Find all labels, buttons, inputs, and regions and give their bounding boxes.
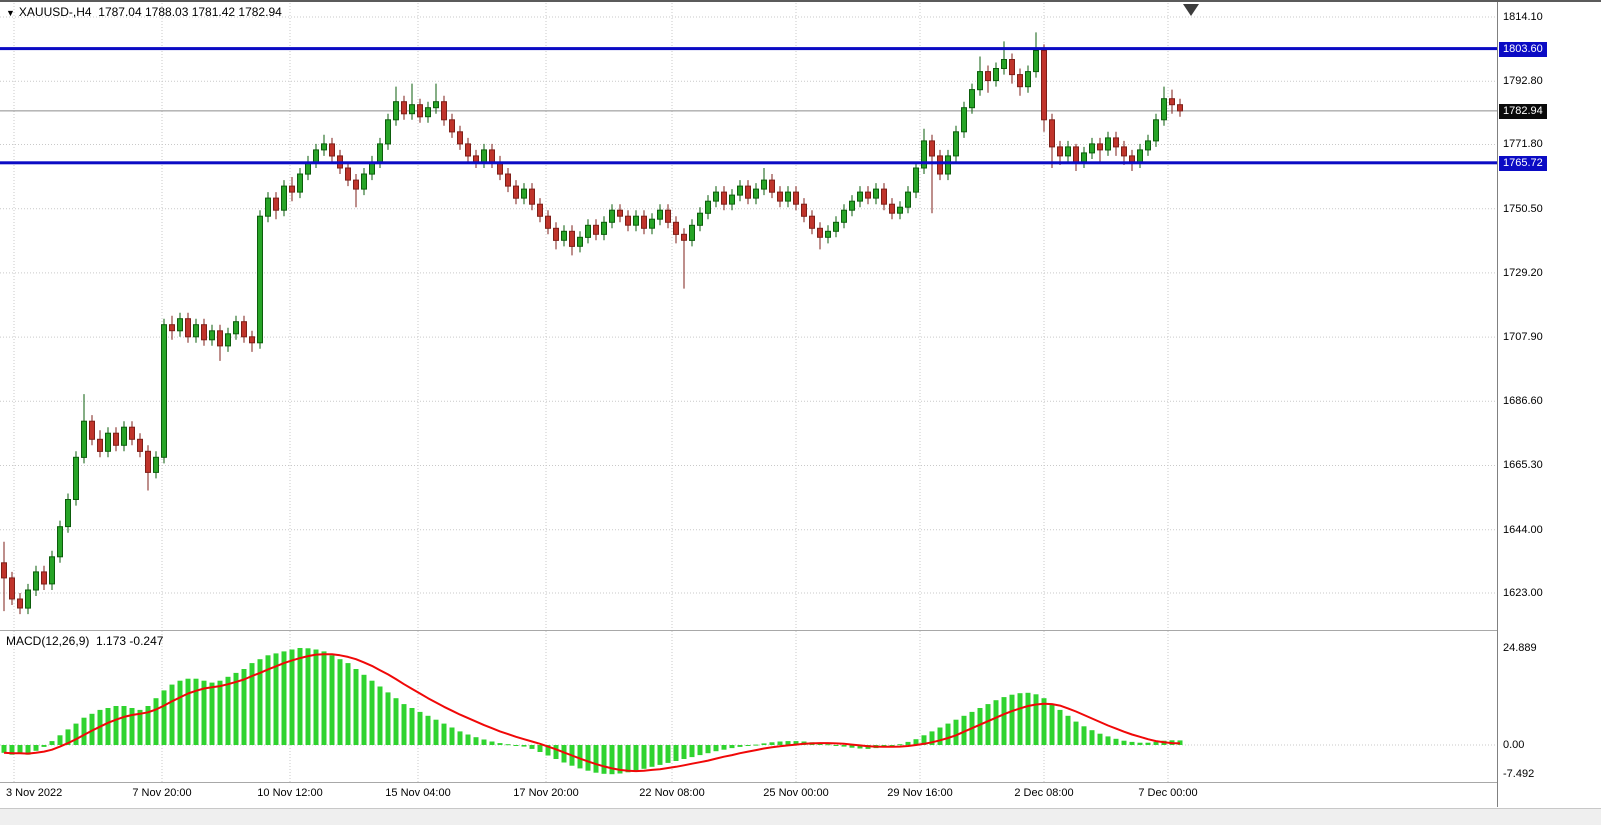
time-axis-separator	[0, 782, 1601, 783]
indicator-name: MACD(12,26,9)	[6, 634, 90, 648]
line-price-badge: 1803.60	[1499, 41, 1547, 57]
price-axis-label: 1644.00	[1503, 523, 1543, 536]
time-axis-label: 3 Nov 2022	[6, 787, 63, 799]
symbol-period-label: XAUUSD-,H4	[18, 5, 92, 19]
price-axis-label: 1814.10	[1503, 10, 1543, 23]
price-axis-label: 1771.80	[1503, 138, 1543, 151]
macd-gridlines	[0, 631, 1497, 782]
price-axis-label: 1792.80	[1503, 75, 1543, 88]
macd-axis-label: -7.492	[1503, 768, 1535, 781]
time-axis-label: 7 Dec 00:00	[1138, 787, 1198, 799]
time-axis-label: 15 Nov 04:00	[385, 787, 451, 799]
window-top-border	[0, 0, 1601, 2]
price-axis-label: 1686.60	[1503, 395, 1543, 408]
expand-triangle-icon[interactable]: ▼	[6, 8, 15, 18]
price-axis-label: 1665.30	[1503, 459, 1543, 472]
macd-axis-label: 0.00	[1503, 739, 1525, 751]
candlestick-series	[1, 32, 1183, 615]
pane-separator[interactable]	[0, 630, 1601, 631]
macd-indicator-pane[interactable]	[0, 631, 1497, 782]
indicator-label: MACD(12,26,9) 1.173 -0.247	[6, 634, 163, 648]
time-axis-label: 10 Nov 12:00	[257, 787, 323, 799]
price-scale[interactable]: 1814.10 1803.60 1792.80 1782.94 1771.80 1765.…	[1497, 2, 1601, 807]
window-bottom-strip	[0, 808, 1601, 825]
time-axis-label: 29 Nov 16:00	[887, 787, 953, 799]
chart-shift-marker-icon	[1183, 4, 1199, 16]
line-price-badge: 1765.72	[1499, 155, 1547, 171]
price-axis-label: 1729.20	[1503, 266, 1543, 279]
indicator-values: 1.173 -0.247	[96, 634, 164, 648]
macd-histogram	[1, 648, 1183, 775]
time-axis[interactable]: 3 Nov 2022 7 Nov 20:00 10 Nov 12:00 15 Nov …	[0, 783, 1497, 807]
time-axis-label: 7 Nov 20:00	[132, 787, 192, 799]
price-axis-label: 1750.50	[1503, 202, 1543, 215]
price-axis-label: 1623.00	[1503, 586, 1543, 599]
horizontal-line-object[interactable]	[0, 161, 1497, 165]
horizontal-line-object[interactable]	[0, 47, 1497, 51]
current-price-badge: 1782.94	[1499, 103, 1547, 119]
time-axis-label: 17 Nov 20:00	[513, 787, 579, 799]
ohlc-values: 1787.04 1788.03 1781.42 1782.94	[98, 5, 282, 19]
price-chart-pane[interactable]	[0, 0, 1497, 630]
time-axis-label: 2 Dec 08:00	[1014, 787, 1074, 799]
price-gridlines	[0, 0, 1497, 630]
symbol-info: ▼ XAUUSD-,H4 1787.04 1788.03 1781.42 1782…	[6, 5, 282, 19]
time-axis-label: 25 Nov 00:00	[763, 787, 829, 799]
macd-signal-line	[3, 653, 1181, 773]
price-axis-label: 1707.90	[1503, 331, 1543, 344]
macd-axis-label: 24.889	[1503, 641, 1537, 654]
time-axis-label: 22 Nov 08:00	[639, 787, 705, 799]
